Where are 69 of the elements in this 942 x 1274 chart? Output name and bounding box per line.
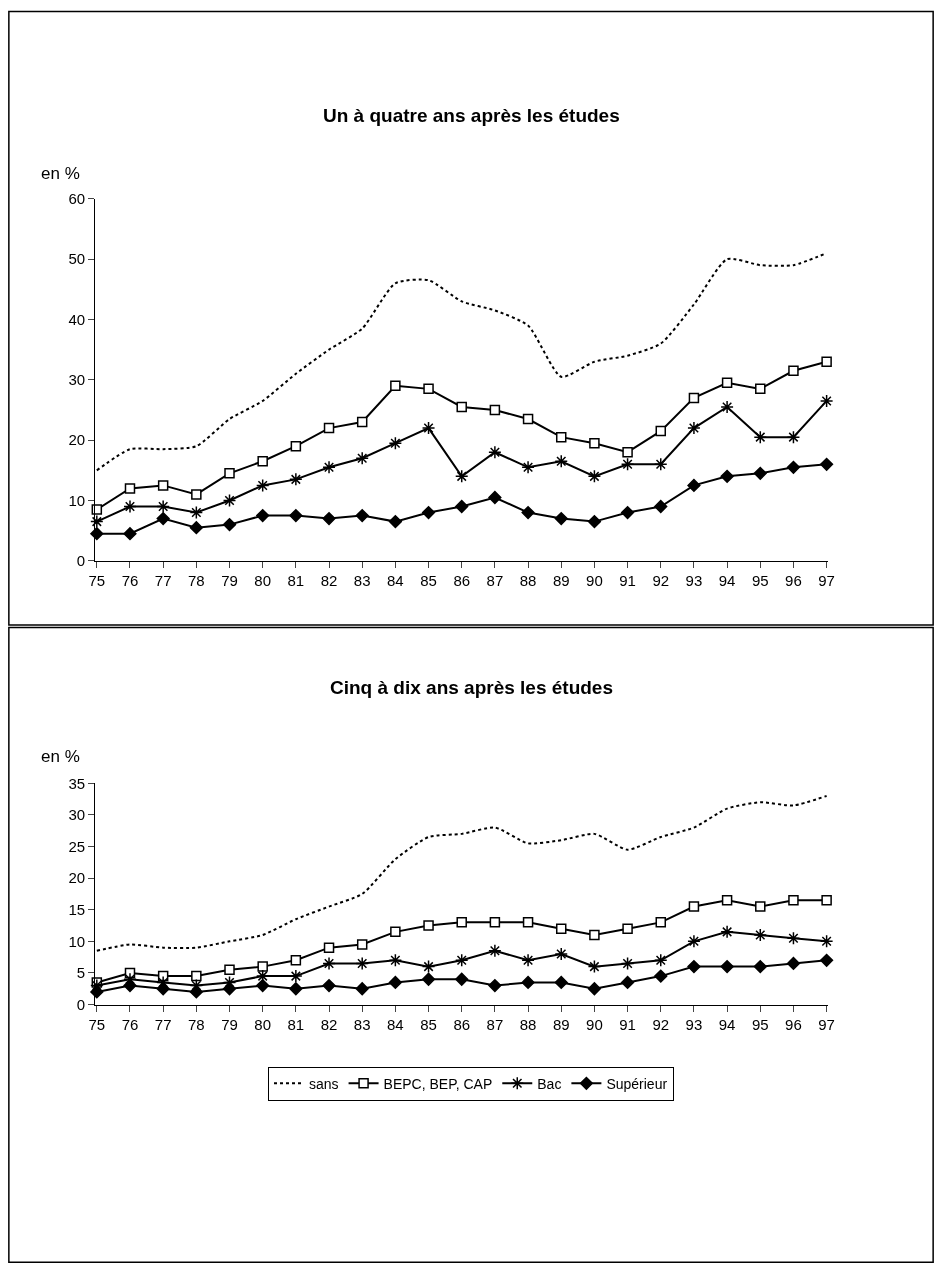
y-tick-label: 20	[68, 869, 86, 887]
x-tick-label: 90	[586, 571, 603, 589]
x-tick-label: 91	[619, 571, 636, 589]
x-tick-label: 81	[287, 571, 305, 589]
y-tick-label: 25	[68, 837, 86, 855]
legend-label: Bac	[537, 1075, 562, 1092]
x-tick-label: 94	[718, 1015, 736, 1033]
x-tick-label: 91	[619, 1015, 636, 1033]
x-tick-label: 93	[685, 571, 703, 589]
y-tick-label: 10	[68, 932, 86, 950]
legend-label: Supérieur	[606, 1075, 668, 1092]
x-tick-label: 88	[519, 571, 537, 589]
legend-label: BEPC, BEP, CAP	[383, 1075, 493, 1092]
x-tick-label: 76	[121, 1015, 139, 1033]
x-tick-label: 80	[254, 571, 272, 589]
x-tick-label: 86	[453, 1015, 471, 1033]
y-tick-label: 35	[68, 774, 86, 792]
y-axis-title: en %	[41, 164, 80, 183]
x-tick-label: 79	[221, 1015, 238, 1033]
x-tick-label: 96	[785, 1015, 802, 1033]
x-tick-label: 80	[254, 1015, 272, 1033]
x-tick-label: 92	[652, 1015, 670, 1033]
x-tick-label: 84	[387, 1015, 404, 1033]
x-tick-label: 76	[121, 571, 139, 589]
x-tick-label: 95	[751, 1015, 769, 1033]
x-tick-label: 85	[420, 571, 437, 589]
x-tick-label: 97	[818, 571, 835, 589]
x-tick-label: 93	[685, 1015, 703, 1033]
x-tick-label: 96	[785, 571, 802, 589]
y-axis-title: en %	[41, 747, 80, 766]
x-tick-label: 77	[154, 1015, 172, 1033]
x-tick-label: 89	[552, 571, 570, 589]
y-tick-label: 40	[68, 310, 86, 328]
y-tick-label: 0	[76, 552, 86, 570]
x-tick-label: 88	[519, 1015, 537, 1033]
x-tick-label: 87	[486, 1015, 504, 1033]
y-tick-label: 50	[68, 250, 86, 268]
y-tick-label: 5	[76, 964, 86, 982]
x-tick-label: 78	[188, 1015, 205, 1033]
x-tick-label: 83	[353, 1015, 371, 1033]
x-tick-label: 75	[88, 1015, 106, 1033]
x-tick-label: 94	[718, 571, 736, 589]
chart-title: Un à quatre ans après les études	[323, 105, 620, 126]
x-tick-label: 95	[751, 571, 769, 589]
legend-label: sans	[309, 1075, 339, 1092]
y-tick-label: 30	[68, 806, 86, 824]
y-tick-label: 15	[68, 900, 86, 918]
y-tick-label: 10	[68, 491, 86, 509]
x-tick-label: 83	[353, 571, 371, 589]
x-tick-label: 79	[221, 571, 238, 589]
x-tick-label: 75	[88, 571, 106, 589]
x-tick-label: 87	[486, 571, 504, 589]
x-tick-label: 85	[420, 1015, 437, 1033]
y-tick-label: 20	[68, 431, 86, 449]
x-tick-label: 77	[154, 571, 172, 589]
x-tick-label: 97	[818, 1015, 835, 1033]
x-tick-label: 89	[552, 1015, 570, 1033]
y-tick-label: 60	[68, 190, 86, 208]
chart-title: Cinq à dix ans après les études	[330, 677, 613, 698]
y-tick-label: 30	[68, 371, 86, 389]
x-tick-label: 90	[586, 1015, 603, 1033]
x-tick-label: 78	[188, 571, 205, 589]
y-tick-label: 0	[76, 995, 86, 1013]
x-tick-label: 82	[320, 1015, 338, 1033]
x-tick-label: 81	[287, 1015, 305, 1033]
x-tick-label: 86	[453, 571, 471, 589]
x-tick-label: 82	[320, 571, 338, 589]
x-tick-label: 84	[387, 571, 404, 589]
x-tick-label: 92	[652, 571, 670, 589]
